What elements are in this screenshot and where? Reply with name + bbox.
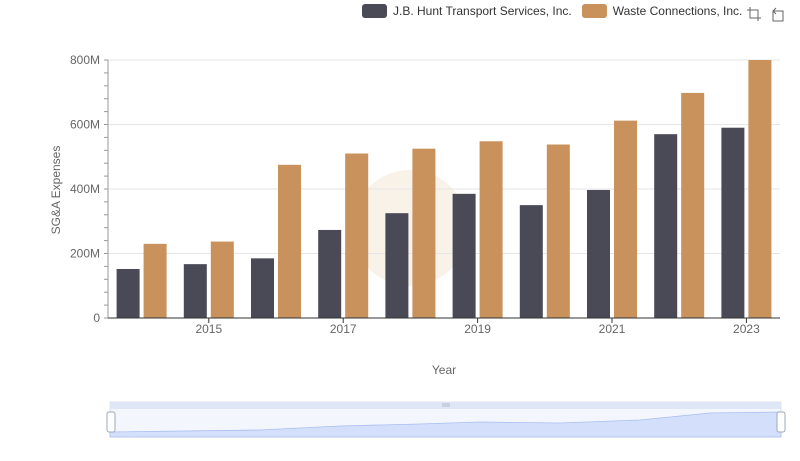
zoom-handle-right[interactable] <box>776 411 786 433</box>
legend-swatch-waste <box>581 4 607 18</box>
bar-waste-2022[interactable] <box>681 92 705 319</box>
legend-label-waste: Waste Connections, Inc. <box>612 4 743 18</box>
grid <box>108 59 780 319</box>
bar-waste-2015[interactable] <box>210 241 234 318</box>
bar-jbhunt-2018[interactable] <box>385 213 409 318</box>
legend-label-jbhunt: J.B. Hunt Transport Services, Inc. <box>393 4 572 18</box>
watermark <box>352 170 468 286</box>
bar-jbhunt-2015[interactable] <box>183 264 207 318</box>
x-tick-label: 2015 <box>195 322 222 336</box>
legend: J.B. Hunt Transport Services, Inc. Waste… <box>362 4 742 18</box>
bar-jbhunt-2020[interactable] <box>519 205 543 318</box>
axes: 0 200M 400M 600M 800M 2015 2017 2019 2021 2023 <box>70 53 780 336</box>
legend-item-waste[interactable]: Waste Connections, Inc. <box>581 4 743 18</box>
bar-jbhunt-2014[interactable] <box>116 268 140 318</box>
zoom-handle-left[interactable] <box>106 411 116 433</box>
x-tick-label: 2021 <box>599 322 626 336</box>
bar-waste-2014[interactable] <box>143 243 167 318</box>
restore-icon[interactable] <box>770 6 786 22</box>
bar-waste-2017[interactable] <box>345 153 369 318</box>
toolbox <box>746 6 786 22</box>
x-tick-label: 2023 <box>733 322 760 336</box>
data-zoom-slider[interactable] <box>106 401 786 438</box>
bars <box>116 60 772 319</box>
x-axis-title: Year <box>432 363 456 377</box>
zoom-icon[interactable] <box>746 6 762 22</box>
bar-waste-2021[interactable] <box>614 120 637 318</box>
y-tick-label: 400M <box>70 182 100 196</box>
bar-waste-2019[interactable] <box>479 141 503 318</box>
bar-jbhunt-2023[interactable] <box>721 127 745 318</box>
bar-jbhunt-2016[interactable] <box>251 258 274 318</box>
zoom-drag-grip[interactable] <box>442 403 450 407</box>
bar-jbhunt-2022[interactable] <box>654 134 678 318</box>
legend-item-jbhunt[interactable]: J.B. Hunt Transport Services, Inc. <box>362 4 572 18</box>
bar-jbhunt-2019[interactable] <box>452 193 476 318</box>
bar-jbhunt-2021[interactable] <box>587 189 610 318</box>
x-tick-label: 2017 <box>330 322 357 336</box>
y-tick-label: 200M <box>70 247 100 261</box>
x-tick-label: 2019 <box>464 322 491 336</box>
zoom-preview-area <box>109 411 782 438</box>
bar-waste-2018[interactable] <box>412 148 436 318</box>
y-axis-title: SG&A Expenses <box>49 146 63 235</box>
bar-waste-2016[interactable] <box>278 164 301 318</box>
legend-swatch-jbhunt <box>362 4 387 18</box>
bar-waste-2020[interactable] <box>546 144 570 318</box>
y-tick-label: 0 <box>93 311 100 325</box>
bar-waste-2023[interactable] <box>748 60 772 318</box>
y-tick-label: 800M <box>70 53 100 67</box>
y-tick-label: 600M <box>70 118 100 132</box>
bar-jbhunt-2017[interactable] <box>318 229 342 318</box>
